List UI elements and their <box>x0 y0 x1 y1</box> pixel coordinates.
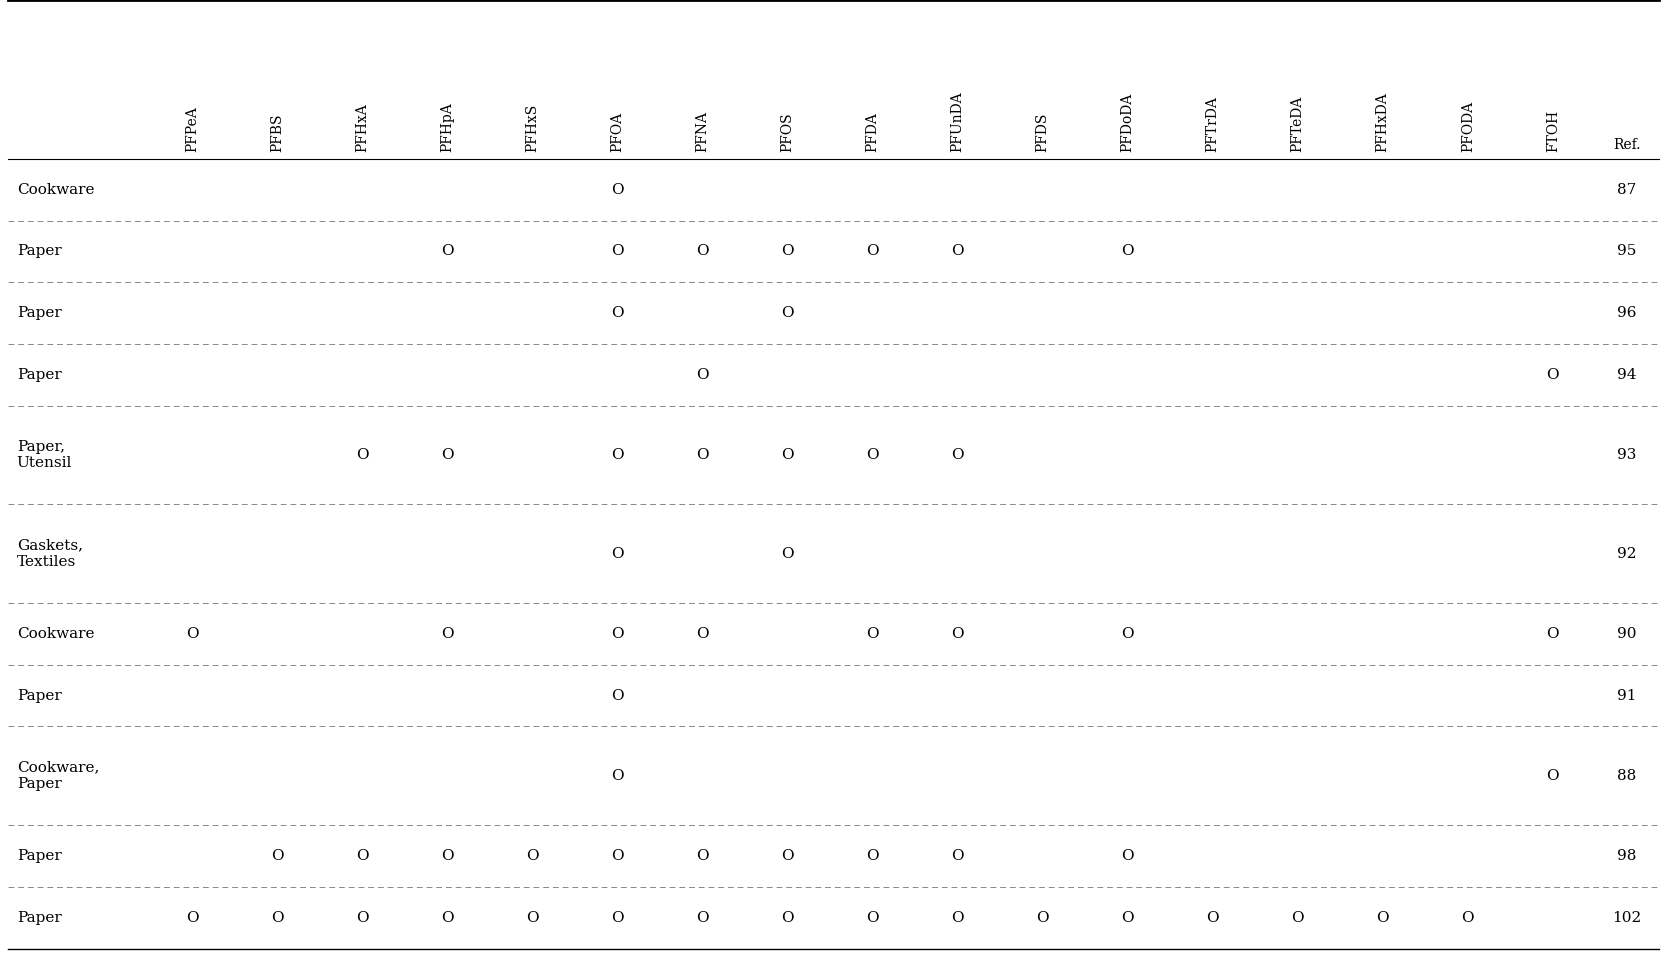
Text: 88: 88 <box>1617 768 1637 783</box>
Text: PFDA: PFDA <box>865 113 880 152</box>
Text: O: O <box>357 849 368 863</box>
Text: PFODA: PFODA <box>1460 101 1475 152</box>
Text: 94: 94 <box>1617 368 1637 381</box>
Text: O: O <box>952 627 964 641</box>
Text: PFUnDA: PFUnDA <box>950 91 965 152</box>
Text: Paper: Paper <box>17 911 62 924</box>
Text: O: O <box>952 245 964 258</box>
Text: O: O <box>187 627 198 641</box>
Text: O: O <box>612 849 623 863</box>
Text: O: O <box>1037 911 1049 924</box>
Text: O: O <box>697 448 708 462</box>
Text: PFHpA: PFHpA <box>440 102 455 152</box>
Text: O: O <box>867 849 879 863</box>
Text: PFOA: PFOA <box>610 112 625 152</box>
Text: PFDS: PFDS <box>1035 113 1050 152</box>
Text: O: O <box>1547 768 1559 783</box>
Text: O: O <box>612 627 623 641</box>
Text: O: O <box>1292 911 1304 924</box>
Text: O: O <box>782 448 793 462</box>
Text: O: O <box>1377 911 1389 924</box>
Text: PFNA: PFNA <box>695 111 710 152</box>
Text: 96: 96 <box>1617 306 1637 320</box>
Text: O: O <box>782 911 793 924</box>
Text: O: O <box>612 689 623 703</box>
Text: PFOS: PFOS <box>780 113 795 152</box>
Text: O: O <box>697 911 708 924</box>
Text: O: O <box>442 448 453 462</box>
Text: PFHxDA: PFHxDA <box>1375 92 1390 152</box>
Text: Paper: Paper <box>17 849 62 863</box>
Text: O: O <box>272 849 283 863</box>
Text: O: O <box>612 911 623 924</box>
Text: 90: 90 <box>1617 627 1637 641</box>
Text: FTOH: FTOH <box>1545 110 1560 152</box>
Text: O: O <box>952 911 964 924</box>
Text: 98: 98 <box>1617 849 1637 863</box>
Text: O: O <box>697 368 708 381</box>
Text: 95: 95 <box>1617 245 1637 258</box>
Text: O: O <box>357 911 368 924</box>
Text: O: O <box>1462 911 1474 924</box>
Text: O: O <box>697 627 708 641</box>
Text: 93: 93 <box>1617 448 1637 462</box>
Text: 87: 87 <box>1617 183 1637 196</box>
Text: 91: 91 <box>1617 689 1637 703</box>
Text: O: O <box>867 627 879 641</box>
Text: Gaskets,
Textiles: Gaskets, Textiles <box>17 538 83 569</box>
Text: O: O <box>612 768 623 783</box>
Text: 102: 102 <box>1612 911 1642 924</box>
Text: O: O <box>442 245 453 258</box>
Text: O: O <box>1122 911 1134 924</box>
Text: Cookware: Cookware <box>17 627 93 641</box>
Text: O: O <box>612 306 623 320</box>
Text: Paper: Paper <box>17 245 62 258</box>
Text: O: O <box>867 911 879 924</box>
Text: O: O <box>867 448 879 462</box>
Text: Cookware,
Paper: Cookware, Paper <box>17 761 98 791</box>
Text: O: O <box>952 448 964 462</box>
Text: Paper: Paper <box>17 306 62 320</box>
Text: PFTrDA: PFTrDA <box>1205 96 1220 152</box>
Text: O: O <box>527 849 538 863</box>
Text: Paper,
Utensil: Paper, Utensil <box>17 440 72 470</box>
Text: Paper: Paper <box>17 368 62 381</box>
Text: O: O <box>867 245 879 258</box>
Text: O: O <box>1122 849 1134 863</box>
Text: Cookware: Cookware <box>17 183 93 196</box>
Text: O: O <box>1122 627 1134 641</box>
Text: O: O <box>1547 627 1559 641</box>
Text: O: O <box>782 849 793 863</box>
Text: O: O <box>187 911 198 924</box>
Text: O: O <box>442 911 453 924</box>
Text: Ref.: Ref. <box>1614 138 1640 152</box>
Text: O: O <box>612 547 623 560</box>
Text: O: O <box>782 547 793 560</box>
Text: O: O <box>1207 911 1219 924</box>
Text: O: O <box>1547 368 1559 381</box>
Text: PFDoDA: PFDoDA <box>1120 92 1135 152</box>
Text: O: O <box>527 911 538 924</box>
Text: O: O <box>782 245 793 258</box>
Text: PFBS: PFBS <box>270 114 285 152</box>
Text: O: O <box>612 245 623 258</box>
Text: PFPeA: PFPeA <box>185 106 200 152</box>
Text: O: O <box>697 245 708 258</box>
Text: O: O <box>357 448 368 462</box>
Text: PFHxA: PFHxA <box>355 103 370 152</box>
Text: O: O <box>612 448 623 462</box>
Text: O: O <box>952 849 964 863</box>
Text: O: O <box>1122 245 1134 258</box>
Text: O: O <box>442 849 453 863</box>
Text: O: O <box>782 306 793 320</box>
Text: O: O <box>697 849 708 863</box>
Text: O: O <box>442 627 453 641</box>
Text: O: O <box>612 183 623 196</box>
Text: PFHxS: PFHxS <box>525 104 540 152</box>
Text: O: O <box>272 911 283 924</box>
Text: 92: 92 <box>1617 547 1637 560</box>
Text: Paper: Paper <box>17 689 62 703</box>
Text: PFTeDA: PFTeDA <box>1290 96 1305 152</box>
